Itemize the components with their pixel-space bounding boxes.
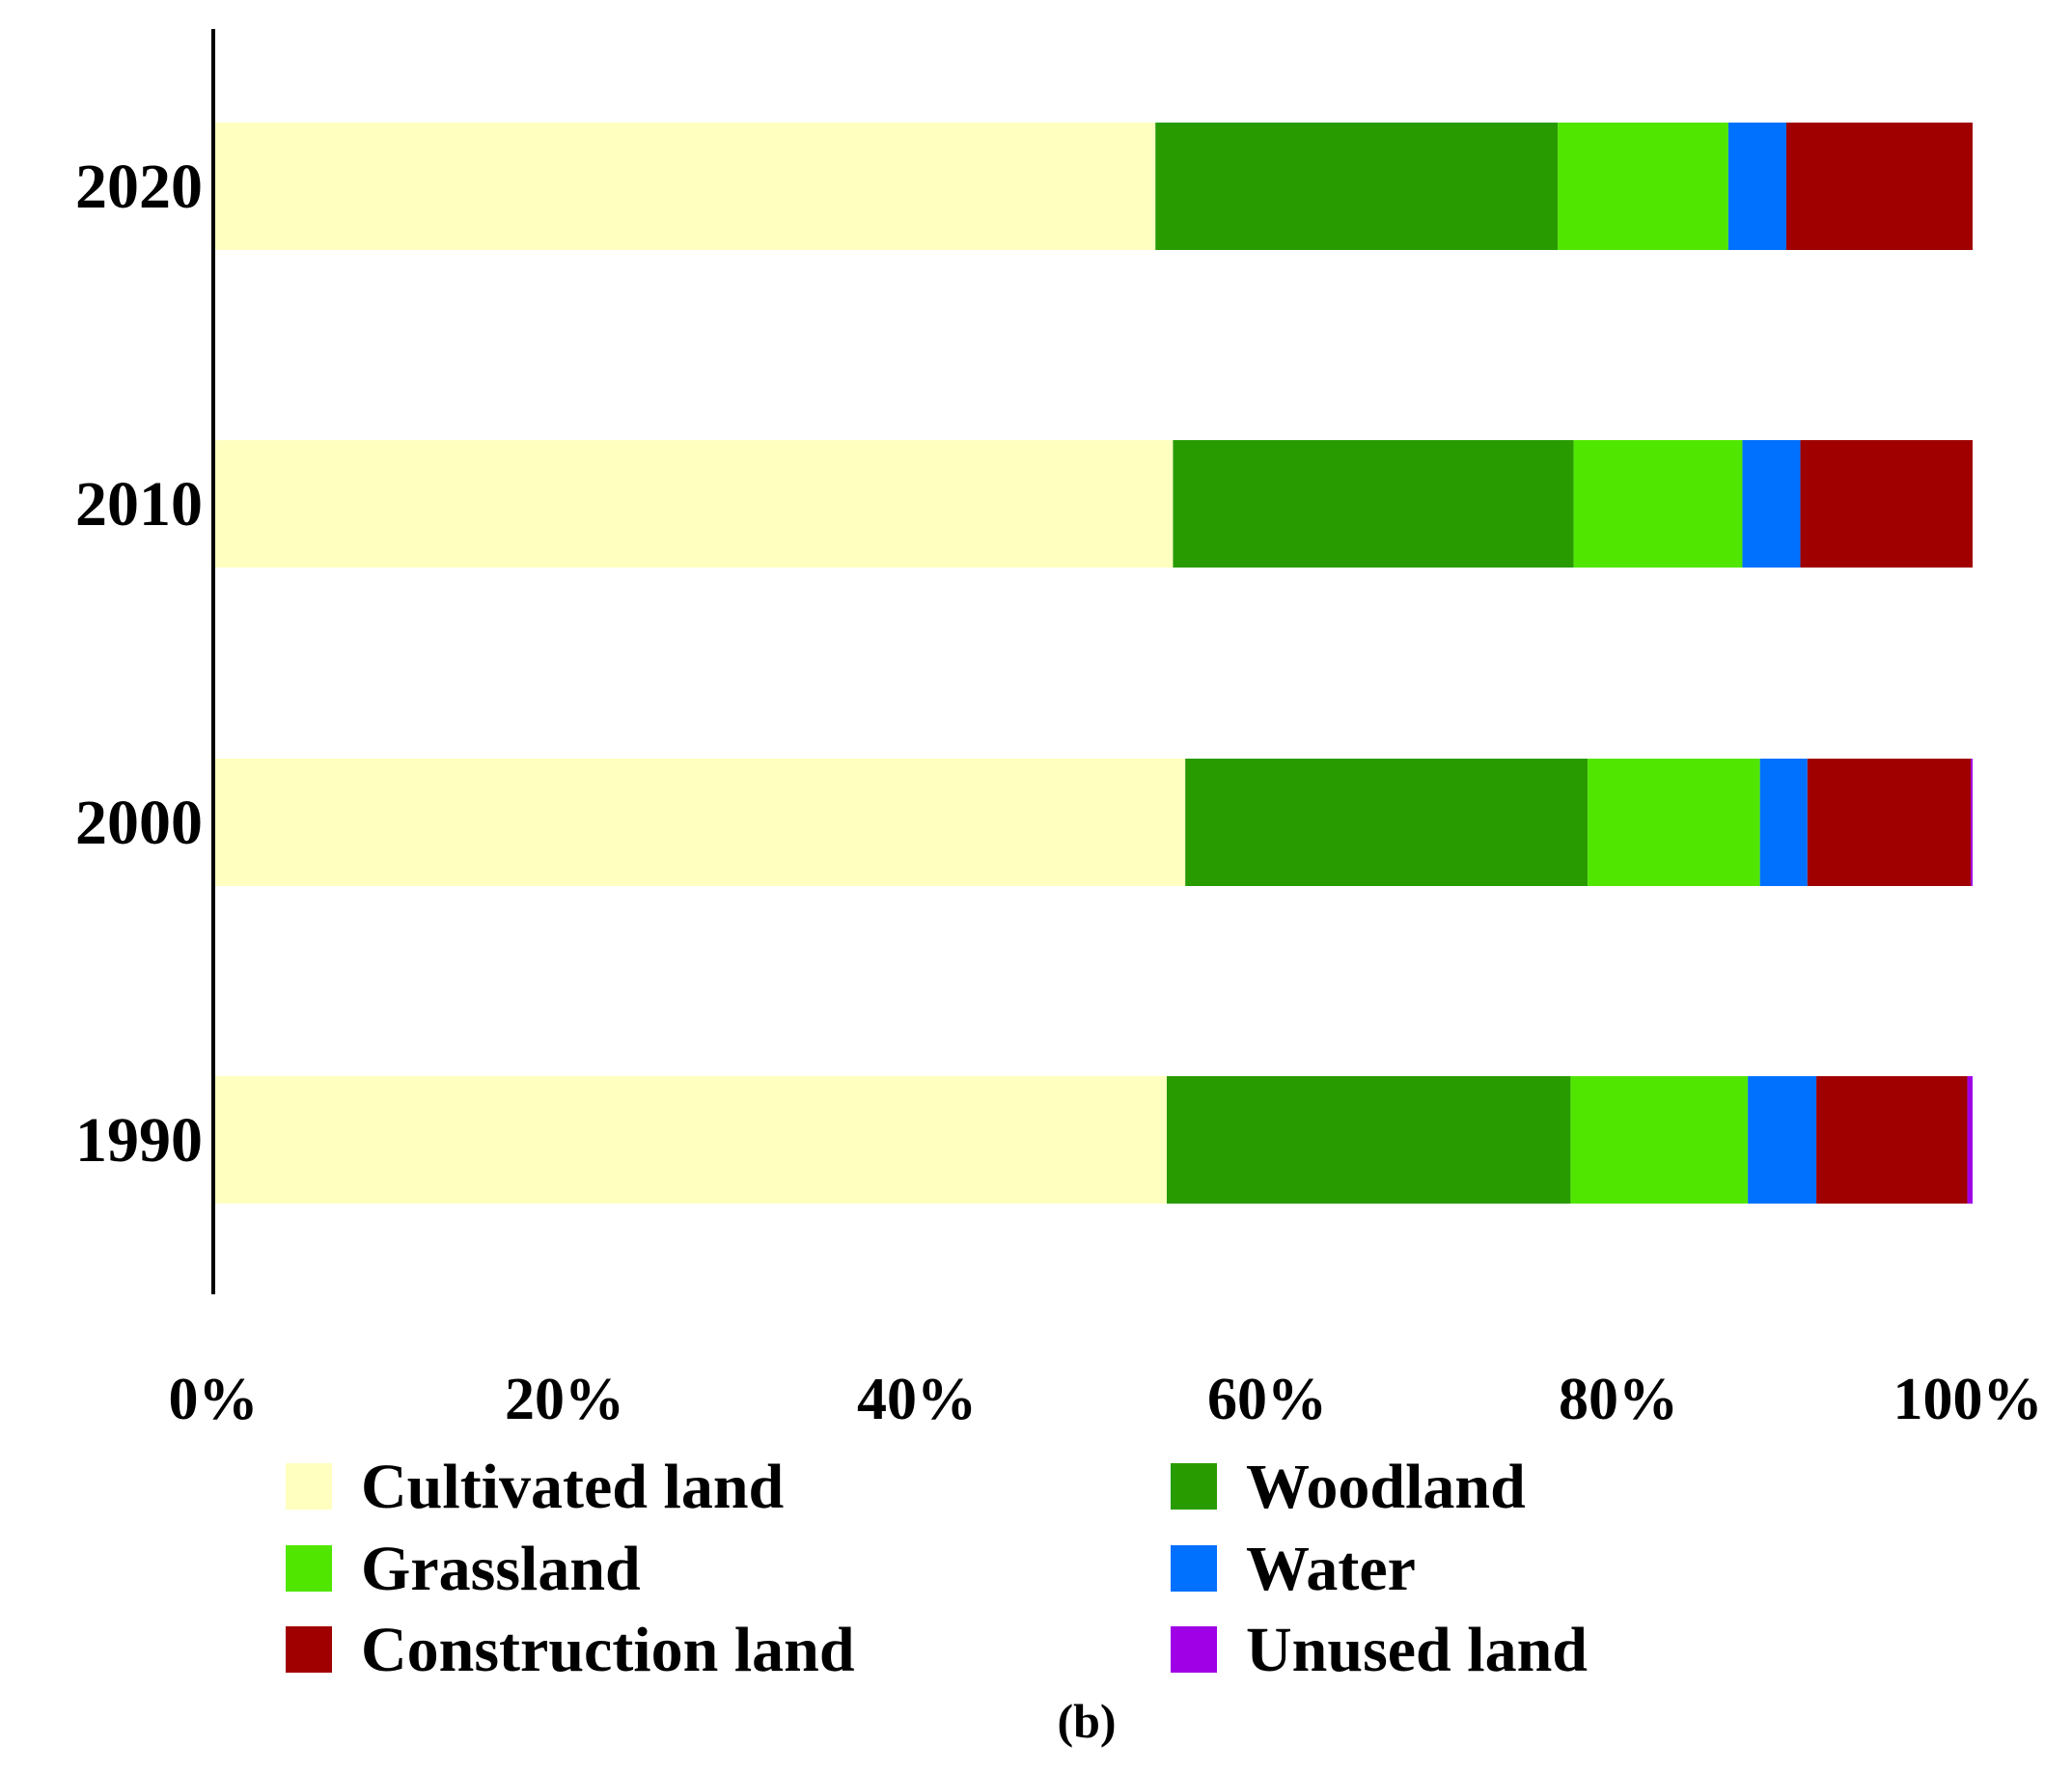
y-tick-label-2010: 2010 [75,469,203,540]
bar-segment-2010-woodland [1173,440,1574,568]
legend-swatch [286,1545,332,1592]
legend-swatch [1171,1626,1217,1673]
x-tick-label-100pct: 100% [1893,1367,2043,1432]
legend-label: Woodland [1246,1452,1526,1522]
bar-segment-2000-woodland [1185,759,1589,886]
bar-segment-2010-water [1742,440,1801,568]
bar-segment-1990-woodland [1167,1076,1571,1204]
legend-item-grassland: Grassland [286,1534,641,1604]
legend-item-cultivated-land: Cultivated land [286,1452,784,1522]
bar-segment-1990-unused-land [1967,1076,1973,1204]
bar-segment-2020-construction-land [1785,123,1973,250]
bar-segment-2000-construction-land [1807,759,1972,886]
legend-swatch [1171,1463,1217,1510]
bar-segment-1990-grassland [1570,1076,1749,1204]
x-tick-label-80pct: 80% [1559,1367,1678,1432]
bar-segment-2010-cultivated-land [215,440,1174,568]
bar-segment-2000-unused-land [1971,759,1973,886]
legend-label: Construction land [361,1615,855,1685]
y-tick-label-2020: 2020 [75,152,203,222]
legend-swatch [286,1626,332,1673]
x-tick-label-60pct: 60% [1207,1367,1327,1432]
x-tick-label-20pct: 20% [505,1367,624,1432]
bar-segment-1990-cultivated-land [215,1076,1167,1204]
bar-segment-2010-grassland [1573,440,1743,568]
bar-segment-1990-water [1748,1076,1817,1204]
legend-label: Grassland [361,1534,641,1604]
bars-layer [215,123,1973,1204]
bar-segment-2020-woodland [1155,123,1559,250]
legend-item-unused-land: Unused land [1171,1615,1588,1685]
legend-label: Water [1246,1534,1416,1604]
bar-segment-2000-cultivated-land [215,759,1186,886]
legend-item-woodland: Woodland [1171,1452,1526,1522]
bar-segment-2020-grassland [1558,123,1728,250]
legend-swatch [286,1463,332,1510]
y-tick-label-1990: 1990 [75,1105,203,1176]
legend-item-water: Water [1171,1534,1416,1604]
x-tick-labels: 0% 20% 40% 60% 80% 100% [169,1367,2043,1432]
legend-item-construction-land: Construction land [286,1615,855,1685]
bar-segment-2010-construction-land [1800,440,1973,568]
bar-segment-2000-grassland [1588,759,1760,886]
bar-segment-2020-water [1727,123,1786,250]
y-tick-labels: 2020 2010 2000 1990 [75,152,203,1176]
legend: Cultivated land Woodland Grassland Water Con… [286,1452,1588,1685]
x-tick-label-40pct: 40% [857,1367,977,1432]
legend-label: Unused land [1246,1615,1588,1685]
x-tick-label-0pct: 0% [169,1367,259,1432]
legend-swatch [1171,1545,1217,1592]
panel-label: (b) [1057,1694,1116,1748]
bar-segment-2000-water [1759,759,1808,886]
bar-segment-1990-construction-land [1816,1076,1968,1204]
y-tick-label-2000: 2000 [75,788,203,858]
legend-label: Cultivated land [361,1452,784,1522]
bar-segment-2020-cultivated-land [215,123,1156,250]
